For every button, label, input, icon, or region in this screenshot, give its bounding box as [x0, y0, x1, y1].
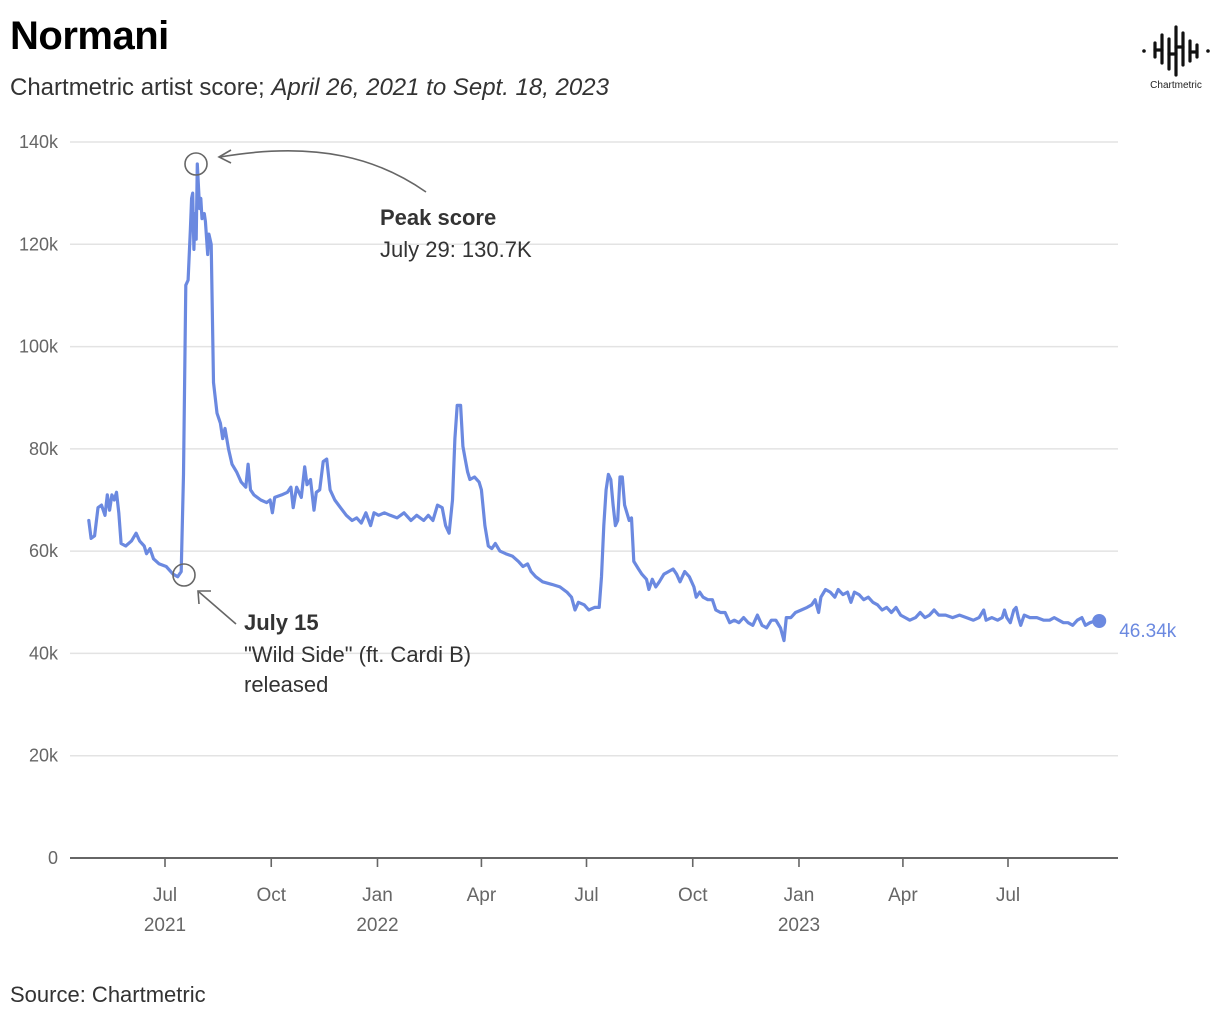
- x-tick-year-label: 2021: [144, 915, 186, 936]
- logo-label: Chartmetric: [1150, 80, 1202, 91]
- x-axis: Jul 2021 Oct Jan 2022 Apr Jul Oct Jan 2023 Apr Jul: [70, 857, 1118, 936]
- y-tick-label: 0: [48, 848, 58, 868]
- subtitle-date-range: April 26, 2021 to Sept. 18, 2023: [271, 74, 609, 101]
- last-value-marker: [1092, 614, 1107, 629]
- release-highlight-circle: [172, 563, 196, 587]
- score-line: [87, 162, 1101, 643]
- release-arrowhead-icon: [197, 590, 211, 605]
- release-annotation-title: July 15: [244, 610, 319, 635]
- x-tick-year-label: 2023: [778, 915, 820, 936]
- peak-arrow-icon: [219, 150, 427, 193]
- gridlines: [70, 141, 1118, 757]
- peak-annotation-detail: July 29: 130.7K: [380, 237, 532, 262]
- y-tick-label: 80k: [29, 439, 59, 459]
- last-value-label: 46.34k: [1119, 621, 1177, 642]
- x-tick-label: Apr: [467, 885, 497, 906]
- y-axis-ticks: 0 20k 40k 60k 80k 100k 120k 140k: [19, 132, 59, 868]
- y-tick-label: 140k: [19, 132, 59, 152]
- x-tick-year-label: 2022: [356, 915, 398, 936]
- peak-highlight-circle: [184, 152, 208, 176]
- x-tick-label: Jan: [362, 885, 393, 906]
- release-annotation-line2: released: [244, 672, 328, 697]
- release-annotation-line1: "Wild Side" (ft. Cardi B): [244, 642, 471, 667]
- y-tick-label: 60k: [29, 541, 59, 561]
- peak-arrowhead-icon: [217, 149, 232, 164]
- chart-subtitle: Chartmetric artist score; April 26, 2021…: [10, 74, 609, 102]
- y-tick-label: 40k: [29, 643, 59, 663]
- source-note: Source: Chartmetric: [10, 982, 206, 1007]
- subtitle-prefix: Chartmetric artist score;: [10, 74, 272, 101]
- x-tick-label: Oct: [256, 885, 286, 906]
- chart-title: Normani: [10, 14, 169, 58]
- y-tick-label: 120k: [19, 234, 59, 254]
- x-tick-label: Apr: [888, 885, 918, 906]
- peak-annotation-title: Peak score: [380, 205, 496, 230]
- x-tick-label: Jul: [996, 885, 1020, 906]
- y-tick-label: 20k: [29, 746, 59, 766]
- release-arrow-icon: [198, 591, 237, 625]
- x-tick-label: Jan: [784, 885, 815, 906]
- x-tick-label: Jul: [153, 885, 177, 906]
- chartmetric-waveform-icon: [1142, 25, 1210, 77]
- x-tick-label: Oct: [678, 885, 708, 906]
- y-tick-label: 100k: [19, 337, 59, 357]
- x-tick-label: Jul: [574, 885, 598, 906]
